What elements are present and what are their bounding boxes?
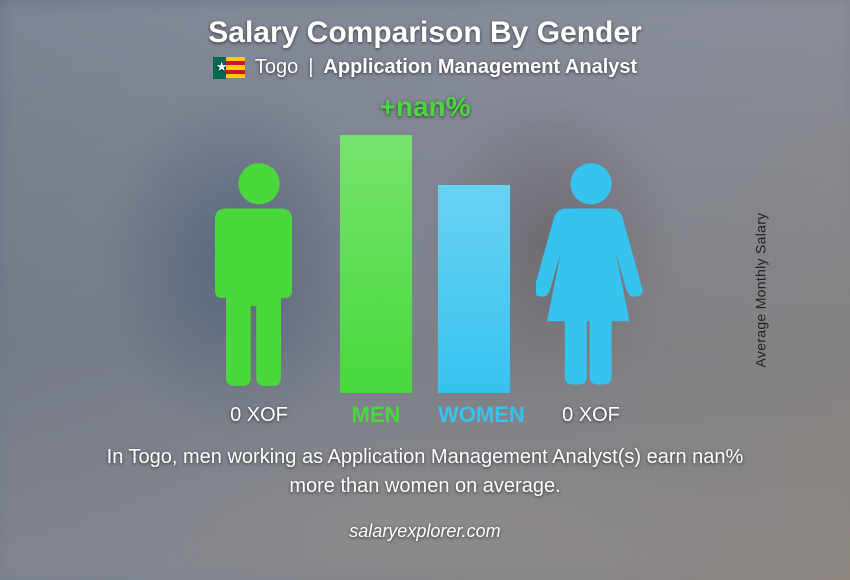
female-icon [536, 159, 646, 393]
chart-area: +nan% [105, 91, 745, 431]
women-value: 0 XOF [536, 404, 646, 427]
footer-attribution: salaryexplorer.com [349, 521, 500, 542]
male-icon [204, 159, 314, 393]
summary-text: In Togo, men working as Application Mana… [85, 443, 765, 501]
page-title: Salary Comparison By Gender [208, 16, 641, 50]
subtitle-row: ★ Togo | Application Management Analyst [213, 56, 637, 79]
men-value: 0 XOF [204, 404, 314, 427]
togo-flag-icon: ★ [213, 57, 245, 79]
content-container: Salary Comparison By Gender ★ Togo | App… [0, 0, 850, 580]
y-axis-label: Average Monthly Salary [753, 213, 769, 368]
delta-label: +nan% [379, 91, 470, 123]
separator: | [308, 56, 313, 79]
labels-row: 0 XOF MEN WOMEN 0 XOF [105, 399, 745, 431]
bars-row [105, 131, 745, 393]
women-bar [438, 185, 510, 393]
men-bar [340, 135, 412, 393]
women-label: WOMEN [438, 402, 510, 428]
job-title: Application Management Analyst [323, 56, 637, 79]
country-name: Togo [255, 56, 298, 79]
men-label: MEN [340, 402, 412, 428]
